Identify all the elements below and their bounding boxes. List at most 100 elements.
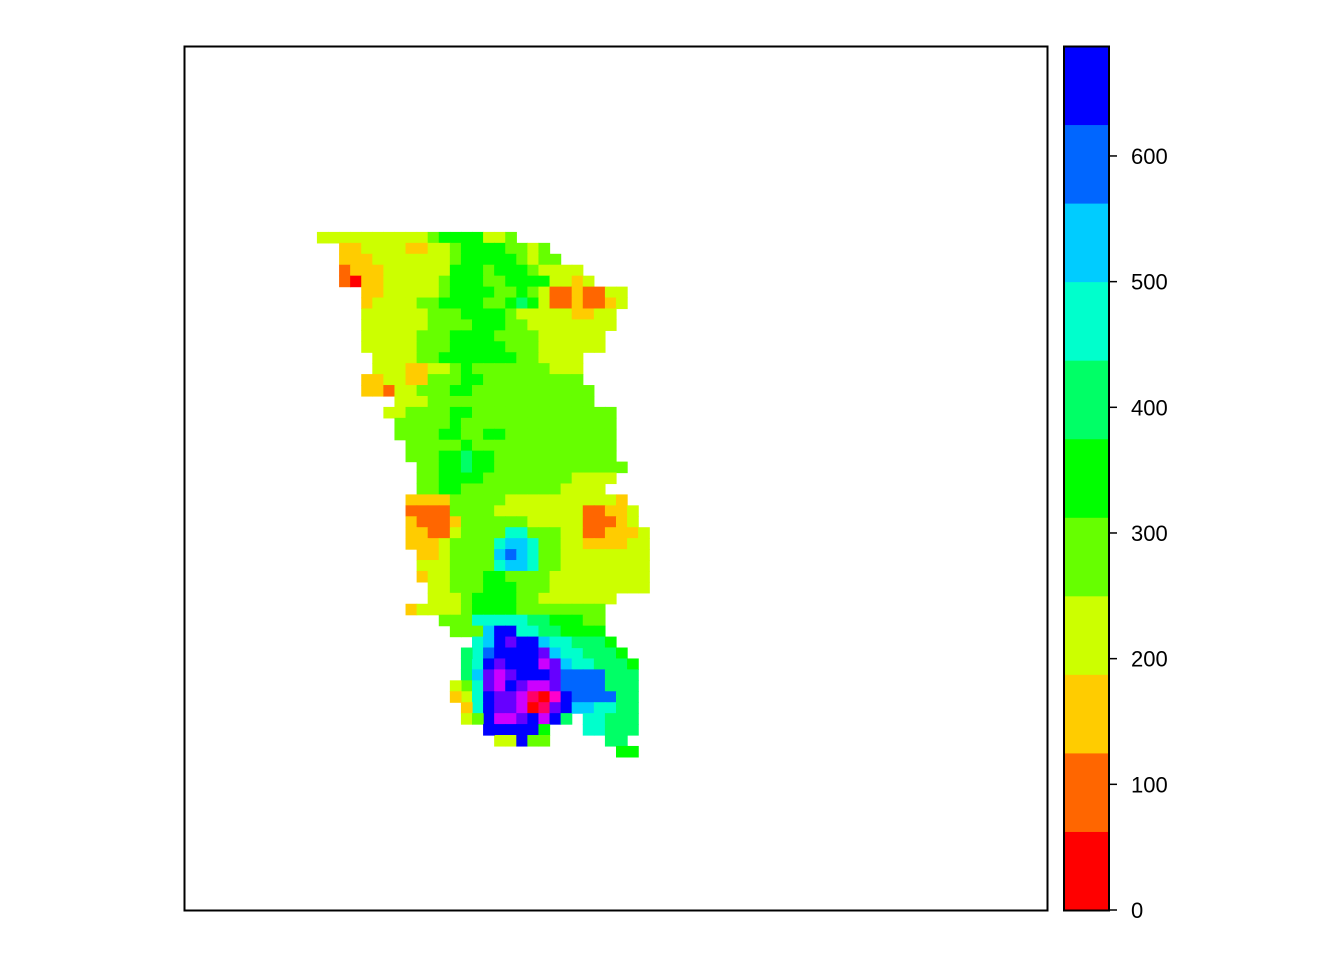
heatmap-cell bbox=[527, 319, 540, 331]
heatmap-cell bbox=[449, 330, 462, 342]
heatmap-cell bbox=[538, 560, 551, 572]
heatmap-cell bbox=[460, 647, 473, 660]
heatmap-cell bbox=[538, 308, 551, 321]
heatmap-cell bbox=[527, 406, 540, 419]
heatmap-cell bbox=[438, 592, 451, 605]
heatmap-cell bbox=[483, 625, 495, 638]
heatmap-cell bbox=[560, 603, 573, 616]
heatmap-cell bbox=[472, 319, 484, 331]
heatmap-cell bbox=[527, 614, 540, 627]
heatmap-cell bbox=[593, 669, 606, 681]
heatmap-cell bbox=[527, 374, 540, 386]
heatmap-cell bbox=[383, 308, 396, 321]
heatmap-cell bbox=[405, 603, 418, 616]
heatmap-cell bbox=[449, 242, 462, 255]
heatmap-cell bbox=[527, 494, 540, 506]
heatmap-cell bbox=[505, 472, 517, 485]
heatmap-cell bbox=[416, 231, 429, 244]
heatmap-cell bbox=[483, 538, 495, 550]
heatmap-cell bbox=[449, 450, 462, 463]
heatmap-cell bbox=[560, 527, 573, 539]
heatmap-cell bbox=[405, 341, 418, 353]
heatmap-cell bbox=[372, 330, 384, 342]
heatmap-cell bbox=[516, 395, 528, 408]
heatmap-cell bbox=[483, 669, 495, 681]
heatmap-cell bbox=[361, 341, 373, 353]
heatmap-cell bbox=[483, 308, 495, 321]
heatmap-cell bbox=[438, 363, 451, 375]
heatmap-cell bbox=[383, 385, 396, 397]
heatmap-cell bbox=[472, 341, 484, 353]
heatmap-cell bbox=[427, 592, 440, 605]
heatmap-cell bbox=[494, 385, 506, 397]
heatmap-cell bbox=[438, 275, 451, 288]
heatmap-cell bbox=[483, 647, 495, 660]
heatmap-cell bbox=[427, 483, 440, 496]
heatmap-cell bbox=[538, 647, 551, 660]
heatmap-cell bbox=[549, 570, 562, 583]
heatmap-cell bbox=[593, 724, 606, 736]
heatmap-cell bbox=[438, 253, 451, 266]
heatmap-cell bbox=[560, 581, 573, 594]
heatmap-cell bbox=[593, 680, 606, 692]
heatmap-cell bbox=[472, 680, 484, 692]
heatmap-cell bbox=[616, 724, 628, 736]
heatmap-cell bbox=[494, 352, 506, 364]
heatmap-cell bbox=[560, 483, 573, 496]
heatmap-cell bbox=[582, 472, 595, 485]
heatmap-cell bbox=[505, 549, 517, 561]
heatmap-cell bbox=[405, 428, 418, 441]
colorbar-tick-label: 300 bbox=[1131, 521, 1168, 546]
heatmap-cell bbox=[483, 417, 495, 430]
heatmap-cell bbox=[538, 461, 551, 474]
heatmap-cell bbox=[604, 702, 617, 714]
heatmap-cell bbox=[372, 308, 384, 321]
heatmap-cell bbox=[494, 614, 506, 627]
heatmap-cell bbox=[405, 264, 418, 277]
heatmap-cell bbox=[472, 549, 484, 561]
heatmap-cell bbox=[516, 527, 528, 539]
heatmap-cell bbox=[516, 669, 528, 681]
heatmap-cell bbox=[571, 352, 584, 364]
heatmap-cell bbox=[472, 560, 484, 572]
heatmap-cell bbox=[571, 319, 584, 331]
heatmap-cell bbox=[516, 406, 528, 419]
heatmap-cell bbox=[394, 330, 407, 342]
heatmap-cell bbox=[427, 308, 440, 321]
heatmap-cell bbox=[527, 505, 540, 517]
heatmap-cell bbox=[394, 385, 407, 397]
heatmap-cell bbox=[593, 636, 606, 649]
heatmap-cell bbox=[449, 417, 462, 430]
heatmap-cell bbox=[560, 702, 573, 714]
colorbar-swatch bbox=[1064, 438, 1109, 518]
heatmap-cell bbox=[527, 636, 540, 649]
heatmap-cell bbox=[571, 330, 584, 342]
heatmap-cell bbox=[372, 319, 384, 331]
heatmap-cell bbox=[339, 264, 351, 277]
heatmap-cell bbox=[494, 286, 506, 299]
heatmap-cell bbox=[427, 231, 440, 244]
heatmap-cell bbox=[527, 275, 540, 288]
heatmap-cell bbox=[604, 724, 617, 736]
heatmap-cell bbox=[549, 461, 562, 474]
heatmap-cell bbox=[582, 603, 595, 616]
heatmap-cell bbox=[427, 549, 440, 561]
heatmap-cell bbox=[472, 713, 484, 725]
heatmap-cell bbox=[560, 297, 573, 310]
heatmap-cell bbox=[527, 330, 540, 342]
heatmap-cell bbox=[416, 385, 429, 397]
heatmap-cell bbox=[593, 330, 606, 342]
heatmap-cell bbox=[505, 538, 517, 550]
heatmap-cell bbox=[472, 538, 484, 550]
colorbar-swatch bbox=[1064, 831, 1109, 911]
heatmap-cell bbox=[538, 527, 551, 539]
heatmap-cell bbox=[472, 308, 484, 321]
heatmap-cell bbox=[616, 658, 628, 670]
heatmap-cell bbox=[549, 275, 562, 288]
heatmap-cell bbox=[483, 330, 495, 342]
heatmap-cell bbox=[483, 352, 495, 364]
heatmap-cell bbox=[460, 406, 473, 419]
heatmap-cell bbox=[527, 516, 540, 528]
heatmap-cell bbox=[538, 264, 551, 277]
heatmap-cell bbox=[560, 669, 573, 681]
